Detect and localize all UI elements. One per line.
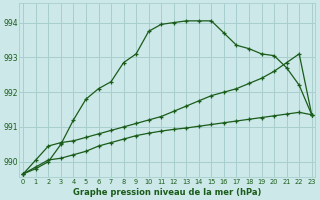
X-axis label: Graphe pression niveau de la mer (hPa): Graphe pression niveau de la mer (hPa) xyxy=(73,188,262,197)
